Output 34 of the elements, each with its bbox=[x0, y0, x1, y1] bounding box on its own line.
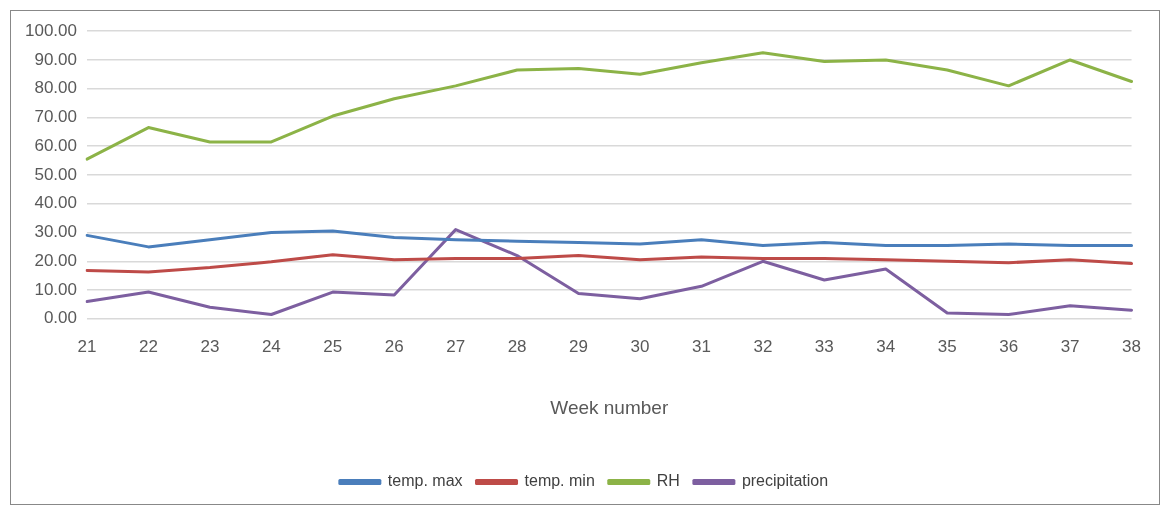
y-tick-label: 10.00 bbox=[34, 279, 77, 299]
x-tick-label: 28 bbox=[507, 336, 527, 356]
x-tick-label: 27 bbox=[446, 336, 466, 356]
y-tick-label: 50.00 bbox=[34, 164, 77, 184]
x-tick-label: 22 bbox=[138, 336, 158, 356]
y-tick-label: 20.00 bbox=[34, 250, 77, 270]
y-tick-label: 30.00 bbox=[34, 222, 77, 242]
y-tick-label: 100.00 bbox=[25, 20, 77, 40]
x-tick-label: 25 bbox=[323, 336, 343, 356]
x-tick-label: 29 bbox=[569, 336, 589, 356]
x-tick-label: 35 bbox=[937, 336, 957, 356]
x-tick-label: 34 bbox=[876, 336, 896, 356]
x-tick-label: 37 bbox=[1060, 336, 1080, 356]
y-tick-label: 40.00 bbox=[34, 193, 77, 213]
x-tick-label: 26 bbox=[384, 336, 404, 356]
x-tick-label: 38 bbox=[1122, 336, 1142, 356]
y-tick-label: 90.00 bbox=[34, 49, 77, 69]
y-tick-label: 0.00 bbox=[43, 308, 77, 328]
x-tick-label: 32 bbox=[753, 336, 773, 356]
x-tick-label: 30 bbox=[630, 336, 650, 356]
x-tick-label: 23 bbox=[200, 336, 220, 356]
x-tick-label: 36 bbox=[999, 336, 1019, 356]
legend-label: precipitation bbox=[741, 472, 829, 490]
x-tick-label: 24 bbox=[261, 336, 281, 356]
y-tick-label: 60.00 bbox=[34, 135, 77, 155]
legend-label: RH bbox=[656, 472, 680, 490]
x-axis-title: Week number bbox=[550, 396, 669, 418]
y-tick-label: 80.00 bbox=[34, 78, 77, 98]
legend-label: temp. min bbox=[524, 472, 595, 490]
x-tick-label: 21 bbox=[77, 336, 97, 356]
legend-label: temp. max bbox=[387, 472, 463, 490]
x-tick-label: 33 bbox=[814, 336, 834, 356]
y-tick-label: 70.00 bbox=[34, 107, 77, 127]
x-tick-label: 31 bbox=[691, 336, 711, 356]
